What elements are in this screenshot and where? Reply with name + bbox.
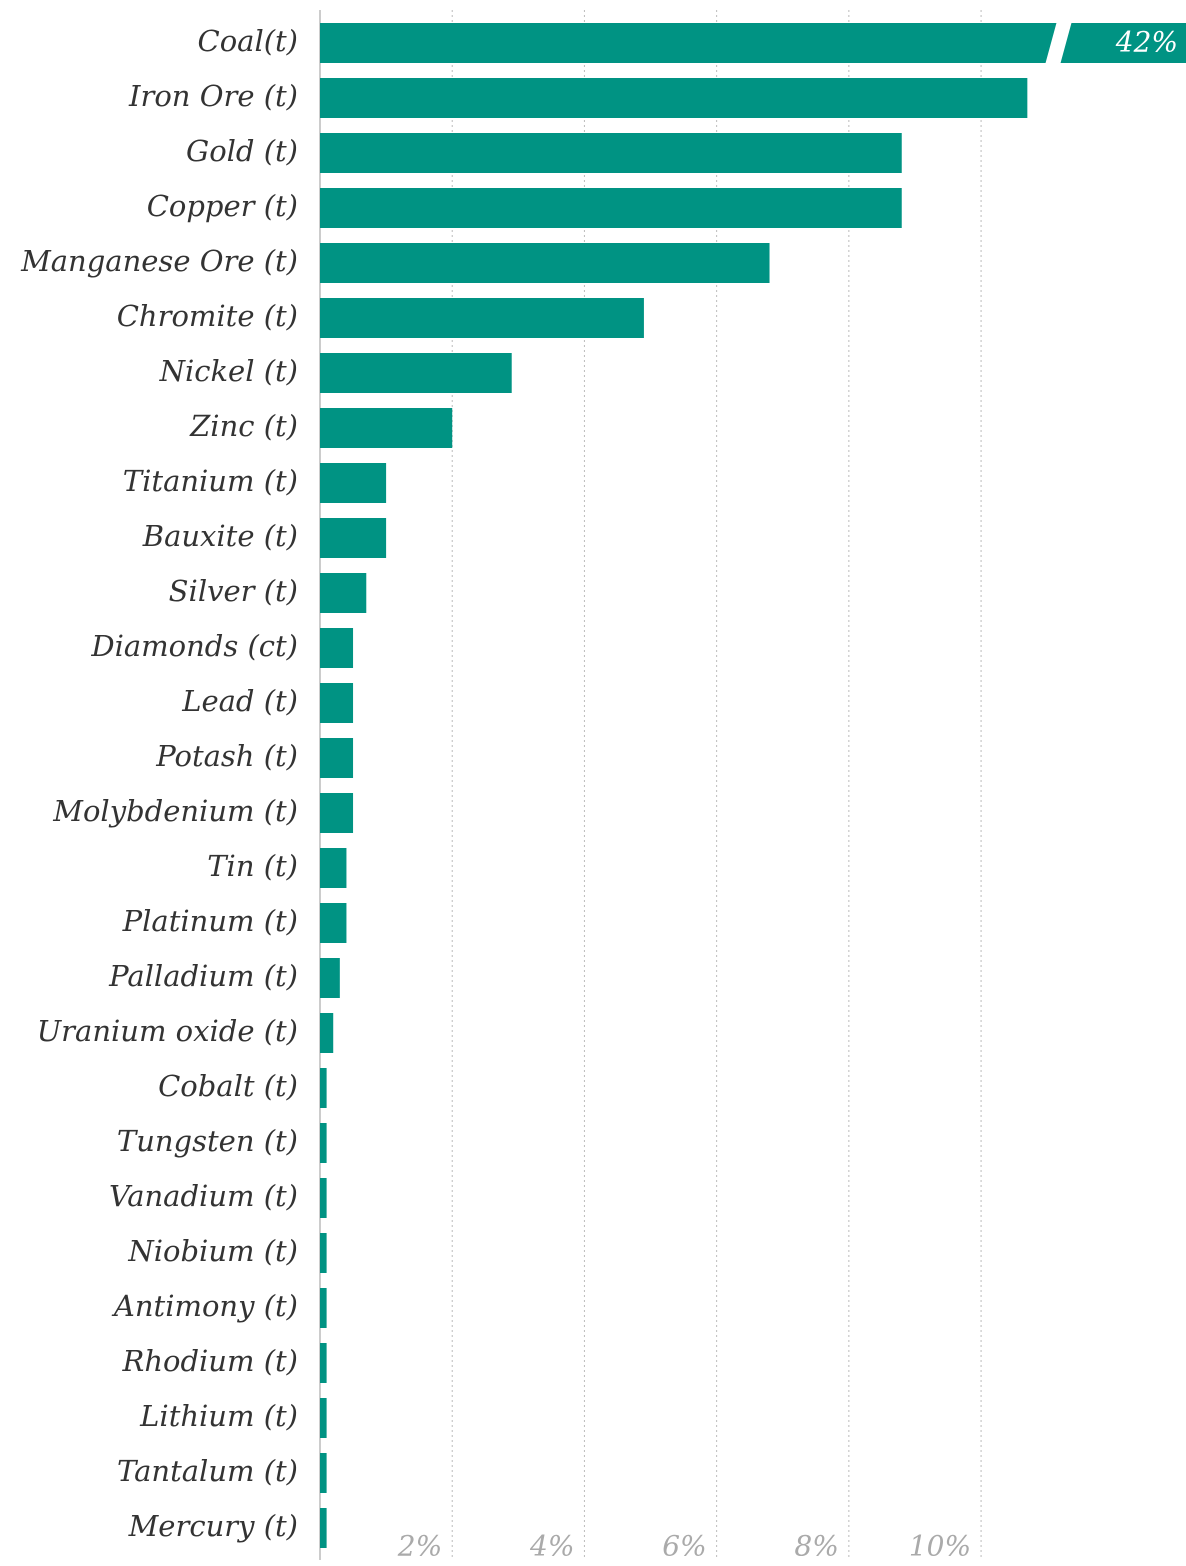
bar [320, 133, 902, 173]
bar [320, 1123, 327, 1163]
y-tick-label: Cobalt (t) [158, 1069, 298, 1103]
y-tick-label: Tin (t) [207, 849, 298, 883]
y-tick-label: Chromite (t) [117, 299, 298, 333]
bar [320, 353, 512, 393]
bar [320, 298, 644, 338]
y-tick-label: Copper (t) [147, 189, 298, 223]
y-tick-label: Palladium (t) [108, 959, 298, 993]
bar [320, 1178, 327, 1218]
y-tick-label: Uranium oxide (t) [37, 1014, 298, 1048]
y-tick-label: Antimony (t) [111, 1289, 298, 1323]
y-tick-label: Zinc (t) [189, 409, 298, 443]
bar [320, 243, 770, 283]
y-tick-label: Gold (t) [186, 134, 298, 168]
bar [320, 958, 340, 998]
bar [320, 1288, 327, 1328]
y-tick-label: Diamonds (ct) [90, 629, 298, 663]
y-tick-label: Bauxite (t) [142, 519, 298, 553]
bar [320, 683, 354, 723]
value-label: 42% [1115, 26, 1178, 59]
x-tick-label: 2% [397, 1530, 442, 1563]
y-tick-label: Tantalum (t) [117, 1454, 298, 1488]
y-tick-label: Titanium (t) [123, 464, 298, 498]
y-tick-label: Lead (t) [181, 684, 298, 718]
x-tick-label: 4% [529, 1530, 574, 1563]
bar [320, 408, 453, 448]
y-tick-label: Molybdenium (t) [52, 794, 298, 828]
x-tick-label: 10% [909, 1530, 971, 1563]
bar [320, 848, 347, 888]
y-tick-label: Iron Ore (t) [128, 79, 298, 113]
bar [320, 1508, 327, 1548]
bar [320, 518, 387, 558]
y-tick-label: Rhodium (t) [122, 1344, 299, 1378]
bar [320, 463, 387, 503]
bar [320, 1233, 327, 1273]
y-tick-label: Mercury (t) [128, 1509, 298, 1543]
bar [320, 1453, 327, 1493]
bar [320, 793, 354, 833]
bar [320, 188, 902, 228]
y-tick-label: Potash (t) [155, 739, 298, 773]
y-tick-label: Coal(t) [198, 24, 299, 58]
bar [320, 1013, 334, 1053]
bar [320, 78, 1028, 118]
bar [320, 1343, 327, 1383]
y-tick-label: Manganese Ore (t) [20, 244, 298, 278]
y-tick-label: Silver (t) [169, 574, 298, 608]
y-tick-label: Vanadium (t) [109, 1179, 298, 1213]
bar [320, 628, 354, 668]
bar [320, 573, 367, 613]
y-tick-label: Nickel (t) [159, 354, 298, 388]
bar [320, 23, 1186, 63]
bar [320, 903, 347, 943]
y-tick-label: Platinum (t) [122, 904, 298, 938]
bar [320, 1068, 327, 1108]
bar [320, 1398, 327, 1438]
axis-break [1045, 21, 1072, 65]
y-tick-label: Niobium (t) [127, 1234, 298, 1268]
y-tick-label: Lithium (t) [139, 1399, 298, 1433]
y-tick-label: Tungsten (t) [117, 1124, 298, 1158]
x-tick-label: 6% [662, 1530, 706, 1563]
x-tick-label: 8% [794, 1530, 838, 1563]
bar [320, 738, 354, 778]
